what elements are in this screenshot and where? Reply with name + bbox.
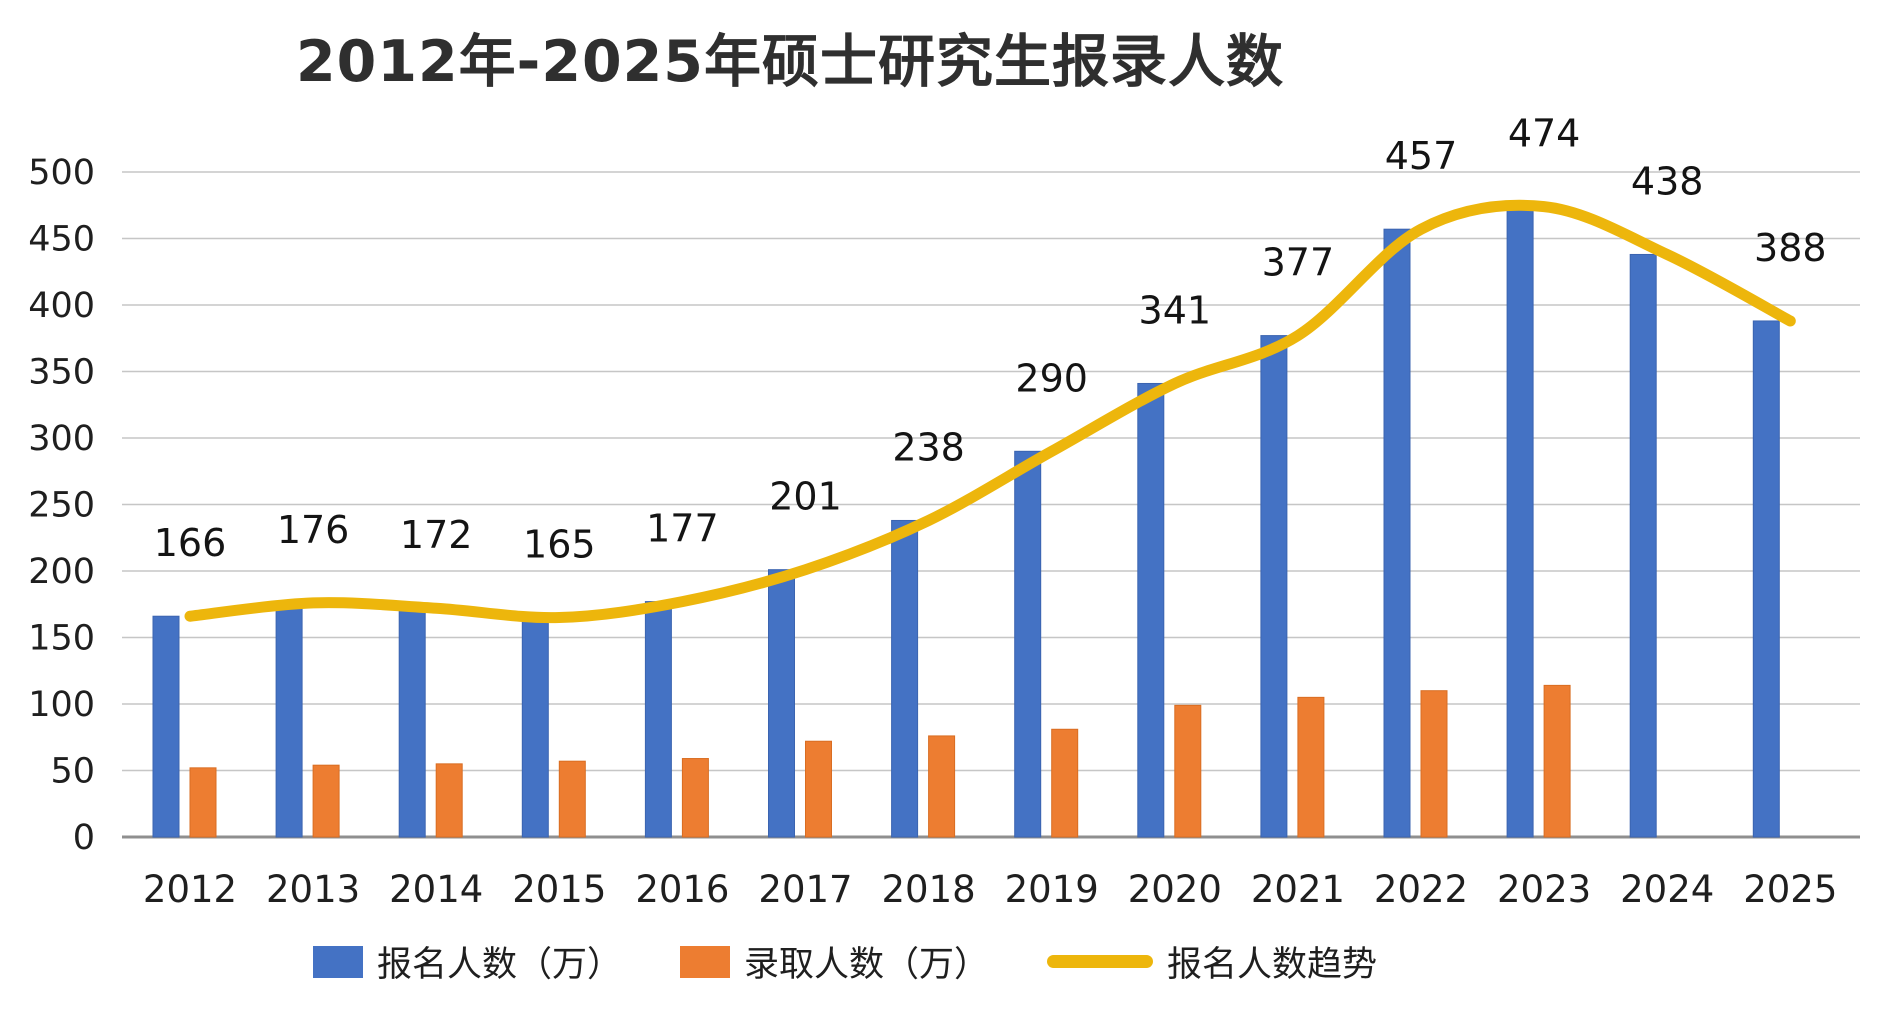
x-tick-label: 2022 <box>1374 868 1468 911</box>
data-label: 201 <box>769 475 842 519</box>
x-tick-label: 2012 <box>143 868 237 911</box>
data-label: 438 <box>1631 159 1704 203</box>
x-tick-label: 2018 <box>882 868 976 911</box>
data-label: 388 <box>1754 226 1827 270</box>
data-label: 166 <box>154 521 227 565</box>
legend-color-swatch <box>679 945 730 978</box>
bar-报名人数（万） <box>398 607 426 838</box>
x-tick-label: 2023 <box>1497 868 1591 911</box>
bar-录取人数（万） <box>1174 704 1202 838</box>
data-label: 238 <box>892 425 965 469</box>
bar-报名人数（万） <box>1137 382 1165 838</box>
x-tick-label: 2015 <box>512 868 606 911</box>
bar-录取人数（万） <box>805 740 832 838</box>
legend-item: 录取人数（万） <box>679 936 989 987</box>
data-label: 341 <box>1139 288 1212 332</box>
bar-录取人数（万） <box>1297 696 1325 838</box>
bar-报名人数（万） <box>644 601 672 838</box>
legend-color-swatch <box>312 945 363 978</box>
x-tick-label: 2021 <box>1251 868 1345 911</box>
data-label: 165 <box>523 523 596 567</box>
data-label: 377 <box>1262 241 1335 285</box>
x-tick-label: 2024 <box>1620 868 1714 911</box>
bar-报名人数（万） <box>521 617 549 838</box>
bar-报名人数（万） <box>1014 450 1042 838</box>
y-tick-label: 500 <box>28 153 95 193</box>
bar-报名人数（万） <box>1260 335 1288 838</box>
x-tick-label: 2025 <box>1743 868 1837 911</box>
bar-报名人数（万） <box>152 615 180 838</box>
data-label: 172 <box>400 513 473 557</box>
y-tick-label: 300 <box>28 419 95 459</box>
y-tick-label: 450 <box>28 220 95 260</box>
x-tick-label: 2020 <box>1128 868 1222 911</box>
y-tick-label: 0 <box>73 818 95 858</box>
bar-报名人数（万） <box>1506 206 1534 838</box>
y-tick-label: 350 <box>28 353 95 393</box>
bar-录取人数（万） <box>1420 690 1448 838</box>
y-tick-label: 100 <box>28 685 95 725</box>
y-tick-label: 400 <box>28 286 95 326</box>
legend-label: 报名人数（万） <box>376 945 622 985</box>
data-label: 474 <box>1508 112 1581 156</box>
bar-报名人数（万） <box>1752 320 1780 838</box>
bar-报名人数（万） <box>1383 228 1411 838</box>
legend-item: 报名人数（万） <box>312 936 622 987</box>
bar-录取人数（万） <box>928 735 956 838</box>
bar-录取人数（万） <box>312 764 340 838</box>
chart-title: 2012年-2025年硕士研究生报录人数 <box>296 29 1284 95</box>
bar-录取人数（万） <box>1051 728 1079 838</box>
bar-报名人数（万） <box>891 519 919 838</box>
legend-item: 报名人数趋势 <box>1047 936 1377 987</box>
x-tick-label: 2017 <box>758 868 852 911</box>
y-tick-label: 250 <box>28 486 95 526</box>
data-label: 176 <box>277 508 350 552</box>
bar-报名人数（万） <box>768 569 795 838</box>
bar-录取人数（万） <box>1543 684 1571 838</box>
x-tick-label: 2013 <box>266 868 360 911</box>
chart-legend: 报名人数（万） 录取人数（万） 报名人数趋势 <box>0 936 1690 987</box>
data-label: 290 <box>1015 356 1088 400</box>
bar-录取人数（万） <box>681 758 709 838</box>
y-tick-label: 150 <box>28 619 95 659</box>
bar-录取人数（万） <box>558 760 586 838</box>
x-tick-label: 2016 <box>635 868 729 911</box>
bar-录取人数（万） <box>189 767 217 838</box>
trend-line <box>184 199 1796 624</box>
bar-报名人数（万） <box>275 602 303 838</box>
x-tick-label: 2014 <box>389 868 483 911</box>
x-tick-label: 2019 <box>1005 868 1099 911</box>
legend-label: 录取人数（万） <box>743 945 989 985</box>
y-tick-label: 200 <box>28 552 95 592</box>
legend-line-swatch <box>1047 955 1153 968</box>
legend-label: 报名人数趋势 <box>1167 945 1378 985</box>
bar-录取人数（万） <box>435 763 463 838</box>
y-tick-label: 50 <box>50 752 95 792</box>
data-label: 177 <box>646 507 719 551</box>
bar-报名人数（万） <box>1629 253 1657 838</box>
data-label: 457 <box>1385 134 1458 178</box>
